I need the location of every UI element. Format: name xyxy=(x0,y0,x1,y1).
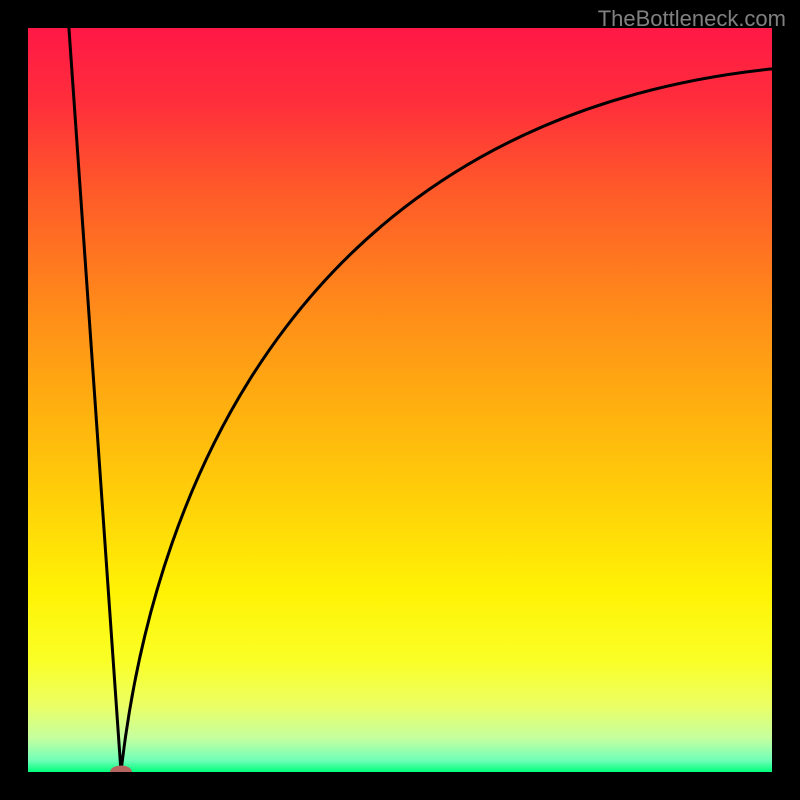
chart-container: TheBottleneck.com xyxy=(0,0,800,800)
bottleneck-curve-chart xyxy=(28,28,772,772)
